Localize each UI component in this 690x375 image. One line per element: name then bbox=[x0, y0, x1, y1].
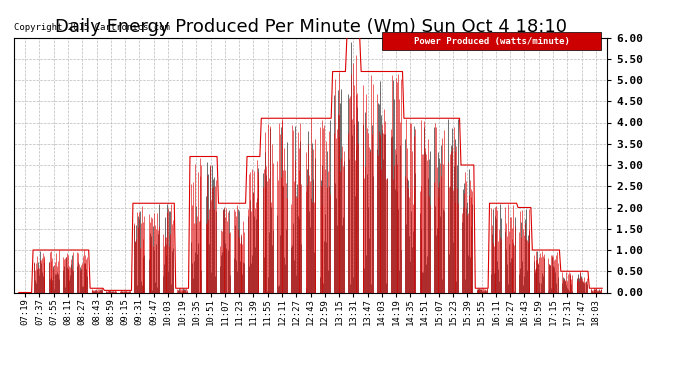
Text: Power Produced (watts/minute): Power Produced (watts/minute) bbox=[413, 37, 569, 46]
FancyBboxPatch shape bbox=[382, 32, 601, 50]
Title: Daily Energy Produced Per Minute (Wm) Sun Oct 4 18:10: Daily Energy Produced Per Minute (Wm) Su… bbox=[55, 18, 566, 36]
Text: Copyright 2015 Cartronics.com: Copyright 2015 Cartronics.com bbox=[14, 23, 170, 32]
